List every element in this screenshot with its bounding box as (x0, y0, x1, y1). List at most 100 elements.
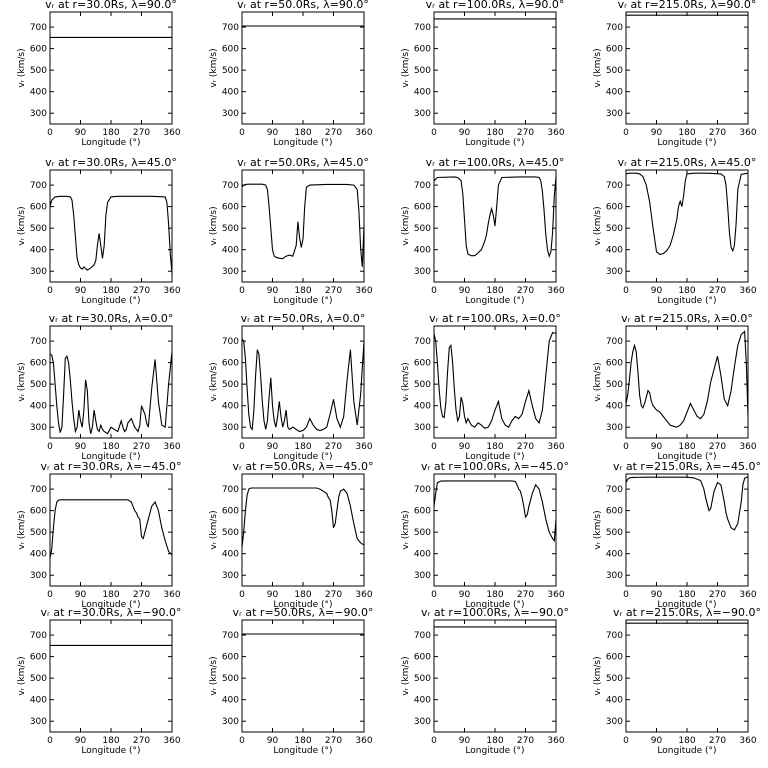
x-tick-label: 0 (623, 442, 629, 452)
x-tick-label: 0 (47, 590, 53, 600)
y-axis-label: vᵣ (km/s) (401, 656, 411, 695)
x-tick-label: 360 (547, 590, 564, 600)
x-tick-label: 180 (678, 128, 695, 138)
y-tick-label: 700 (606, 181, 623, 191)
y-axis-label: vᵣ (km/s) (209, 48, 219, 87)
x-tick-label: 90 (267, 442, 279, 452)
y-tick-label: 600 (222, 507, 239, 517)
x-tick-label: 270 (133, 442, 150, 452)
y-tick-label: 400 (222, 402, 239, 412)
x-tick-label: 90 (459, 442, 471, 452)
y-tick-label: 500 (30, 528, 47, 538)
series-line (625, 172, 749, 255)
x-tick-label: 0 (47, 286, 53, 296)
y-tick-label: 300 (414, 571, 431, 581)
y-tick-label: 500 (414, 224, 431, 234)
panel-title: vᵣ at r=30.0Rs, λ=45.0° (45, 156, 177, 169)
y-axis-label: vᵣ (km/s) (17, 510, 27, 549)
y-tick-label: 700 (30, 181, 47, 191)
y-tick-label: 400 (30, 88, 47, 98)
plot-frame (241, 169, 365, 283)
series-line (49, 499, 173, 559)
y-axis-label: vᵣ (km/s) (401, 206, 411, 245)
x-tick-label: 270 (517, 128, 534, 138)
x-tick-label: 360 (739, 128, 756, 138)
x-tick-label: 180 (678, 736, 695, 746)
y-tick-label: 500 (606, 528, 623, 538)
x-tick-label: 180 (102, 128, 119, 138)
x-tick-label: 180 (102, 286, 119, 296)
y-axis-label: vᵣ (km/s) (593, 510, 603, 549)
y-tick-label: 300 (414, 717, 431, 727)
x-tick-label: 180 (486, 286, 503, 296)
x-tick-label: 270 (325, 590, 342, 600)
y-tick-label: 400 (414, 88, 431, 98)
y-tick-label: 600 (222, 653, 239, 663)
x-tick-label: 180 (294, 128, 311, 138)
y-tick-label: 300 (30, 267, 47, 277)
x-tick-label: 90 (75, 286, 87, 296)
y-tick-label: 500 (30, 224, 47, 234)
x-tick-label: 0 (431, 128, 437, 138)
y-tick-label: 700 (222, 485, 239, 495)
y-tick-label: 300 (222, 267, 239, 277)
x-axis-label: Longitude (°) (81, 746, 140, 756)
x-tick-label: 270 (517, 590, 534, 600)
plot-frame (241, 11, 365, 125)
y-axis-label: vᵣ (km/s) (209, 510, 219, 549)
y-tick-label: 300 (606, 423, 623, 433)
panel-1-0: vᵣ at r=30.0Rs, λ=45.0° 0 90 180 270 360 300 40… (17, 156, 181, 306)
series-line (49, 351, 173, 435)
x-axis-label: Longitude (°) (657, 452, 716, 462)
panel-4-3: vᵣ at r=215.0Rs, λ=−90.0° 0 90 180 270 360 300… (593, 606, 761, 756)
y-axis-label: vᵣ (km/s) (17, 656, 27, 695)
y-tick-label: 300 (30, 717, 47, 727)
x-tick-label: 270 (325, 286, 342, 296)
plot-frame (49, 169, 173, 283)
y-tick-label: 500 (222, 674, 239, 684)
series-line (433, 480, 557, 543)
x-tick-label: 180 (102, 442, 119, 452)
y-tick-label: 300 (414, 423, 431, 433)
y-tick-label: 700 (606, 337, 623, 347)
y-axis-label: vᵣ (km/s) (401, 510, 411, 549)
x-tick-label: 180 (678, 590, 695, 600)
y-tick-label: 600 (30, 653, 47, 663)
panel-title: vᵣ at r=30.0Rs, λ=0.0° (49, 312, 174, 325)
y-tick-label: 700 (30, 485, 47, 495)
panel-title: vᵣ at r=30.0Rs, λ=90.0° (45, 0, 177, 11)
panel-0-3: vᵣ at r=215.0Rs, λ=90.0° 0 90 180 270 360 300 4… (593, 0, 757, 148)
panel-title: vᵣ at r=215.0Rs, λ=−90.0° (613, 606, 761, 619)
y-tick-label: 700 (414, 485, 431, 495)
panel-title: vᵣ at r=30.0Rs, λ=−90.0° (41, 606, 182, 619)
plot-frame (49, 619, 173, 733)
y-tick-label: 600 (222, 359, 239, 369)
x-tick-label: 180 (294, 736, 311, 746)
y-axis-label: vᵣ (km/s) (593, 48, 603, 87)
x-tick-label: 90 (459, 736, 471, 746)
x-tick-label: 90 (75, 736, 87, 746)
y-tick-label: 400 (30, 696, 47, 706)
y-tick-label: 600 (414, 507, 431, 517)
plot-frame (49, 11, 173, 125)
y-tick-label: 600 (222, 45, 239, 55)
y-tick-label: 600 (414, 45, 431, 55)
y-tick-label: 700 (222, 181, 239, 191)
y-axis-label: vᵣ (km/s) (209, 362, 219, 401)
x-tick-label: 270 (709, 736, 726, 746)
y-tick-label: 600 (606, 45, 623, 55)
x-tick-label: 0 (623, 736, 629, 746)
series-line (625, 330, 749, 428)
y-tick-label: 500 (414, 528, 431, 538)
x-tick-label: 0 (431, 286, 437, 296)
panel-title: vᵣ at r=215.0Rs, λ=90.0° (618, 0, 757, 11)
y-axis-label: vᵣ (km/s) (593, 362, 603, 401)
plot-frame (433, 11, 557, 125)
series-line (241, 338, 365, 433)
plot-frame (625, 169, 749, 283)
y-tick-label: 400 (414, 246, 431, 256)
panel-1-2: vᵣ at r=100.0Rs, λ=45.0° 0 90 180 270 360 300 4… (401, 156, 565, 306)
plot-frame (625, 473, 749, 587)
panel-title: vᵣ at r=50.0Rs, λ=−90.0° (233, 606, 374, 619)
panel-title: vᵣ at r=50.0Rs, λ=−45.0° (233, 460, 374, 473)
